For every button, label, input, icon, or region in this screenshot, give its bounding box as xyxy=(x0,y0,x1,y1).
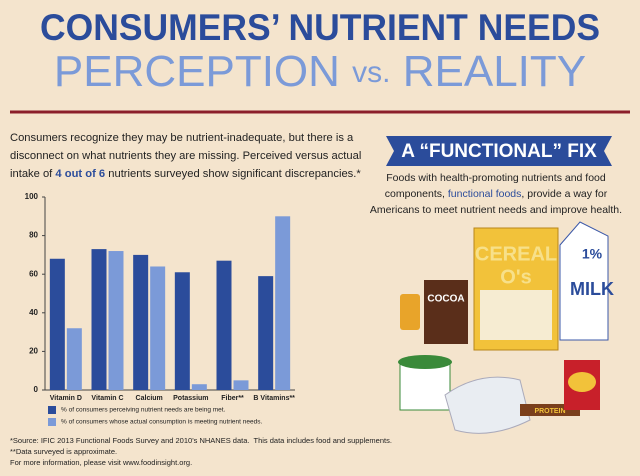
banner xyxy=(386,136,612,166)
y-tick-label: 40 xyxy=(29,308,38,317)
x-tick-label: Calcium xyxy=(136,395,163,402)
milk-label: MILK xyxy=(570,279,614,299)
y-tick-label: 0 xyxy=(34,385,39,394)
footnote: **Data surveyed is approximate. xyxy=(10,447,117,456)
yogurt-cup xyxy=(399,361,451,411)
cereal-bowl xyxy=(480,290,552,340)
protein-label: PROTEIN xyxy=(534,408,565,415)
footnote: *Source: IFIC 2013 Functional Foods Surv… xyxy=(10,436,392,445)
cereal-label: CEREAL xyxy=(475,243,557,265)
title: CONSUMERS’ NUTRIENT NEEDS xyxy=(40,7,600,48)
bar xyxy=(233,380,249,390)
x-tick-label: Fiber** xyxy=(221,395,244,402)
footnote: For more information, please visit www.f… xyxy=(10,458,192,467)
intro-line: disconnect on what nutrients they are mi… xyxy=(10,150,361,162)
subtitle-part: REALITY xyxy=(391,47,587,96)
subtitle-part: vs. xyxy=(352,56,390,89)
cocoa-box xyxy=(424,280,468,344)
supplement-bottle xyxy=(400,294,420,330)
fix-highlight: functional foods xyxy=(448,188,522,200)
milk-carton xyxy=(559,221,609,341)
bar xyxy=(216,260,232,390)
subtitle-part: PERCEPTION xyxy=(54,47,352,96)
y-tick-label: 60 xyxy=(29,269,38,278)
bar xyxy=(66,328,82,390)
bar xyxy=(91,249,107,390)
intro-line: Consumers recognize they may be nutrient… xyxy=(10,132,354,144)
intro-highlight: 4 out of 6 xyxy=(55,168,105,180)
legend-label: % of consumers whose actual consumption … xyxy=(61,419,262,426)
bar xyxy=(150,266,166,390)
bar-chart: 0 20 40 60 80 100 Vitamin D Vitamin C Calcium Pot… xyxy=(25,192,295,426)
intro-line: intake of 4 out of 6 nutrients surveyed … xyxy=(10,168,361,180)
fix-line: components, functional foods, provide a … xyxy=(385,188,608,200)
banner-title: A “FUNCTIONAL” FIX xyxy=(401,141,597,162)
cocoa-label: COCOA xyxy=(427,294,464,305)
legend-label: % of consumers perceiving nutrient needs… xyxy=(61,407,226,414)
x-tick-label: Vitamin C xyxy=(91,395,123,402)
intro-part: intake of xyxy=(10,168,55,180)
x-tick-label: Vitamin D xyxy=(50,395,82,402)
milk-label: 1% xyxy=(582,246,603,262)
intro-part: nutrients surveyed show significant disc… xyxy=(105,168,361,180)
fix-line: Americans to meet nutrient needs and imp… xyxy=(370,204,622,216)
bar xyxy=(108,251,124,390)
fix-part: , provide a way for xyxy=(521,188,607,200)
fix-part: components, xyxy=(385,188,448,200)
legend-swatch xyxy=(48,418,56,426)
bar xyxy=(191,384,207,390)
y-tick-label: 20 xyxy=(29,347,38,356)
cereal-label: O's xyxy=(500,266,531,288)
y-tick-label: 80 xyxy=(29,231,38,240)
bar xyxy=(275,216,291,390)
products: CEREAL O's COCOA 1% MILK PROTEIN xyxy=(398,221,614,434)
x-tick-label: Potassium xyxy=(173,395,208,402)
bar xyxy=(258,276,274,390)
yogurt-lid xyxy=(398,355,452,369)
x-tick-label: B Vitamins** xyxy=(253,395,295,402)
legend-swatch xyxy=(48,406,56,414)
fix-line: Foods with health-promoting nutrients an… xyxy=(386,172,606,184)
bar xyxy=(174,272,190,390)
bread xyxy=(444,376,531,434)
bar xyxy=(49,258,65,390)
bar xyxy=(133,254,149,390)
can-label xyxy=(568,372,596,392)
subtitle: PERCEPTION vs. REALITY xyxy=(54,47,586,96)
y-tick-label: 100 xyxy=(25,192,39,201)
